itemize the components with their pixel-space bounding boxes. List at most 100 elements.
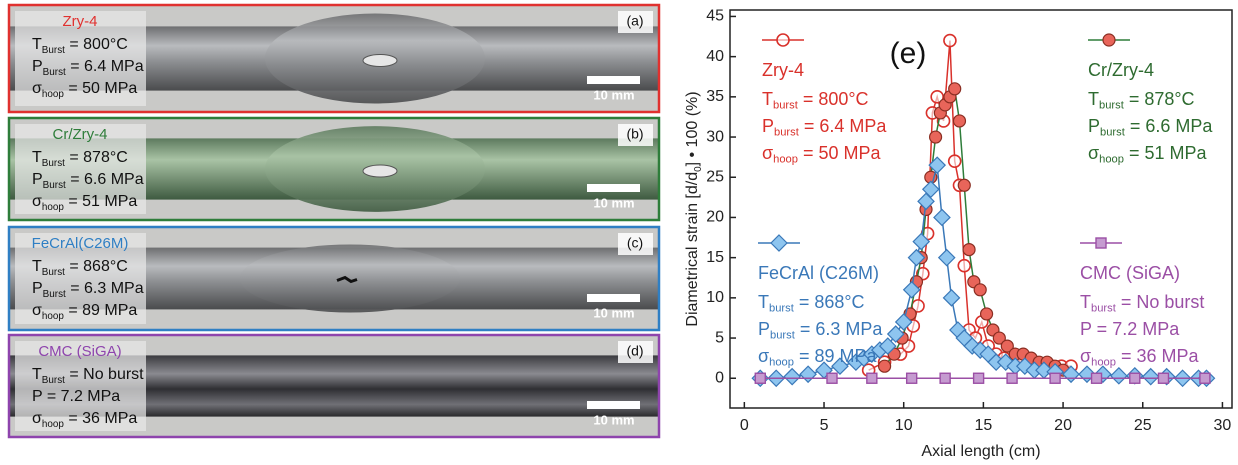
scale-bar <box>587 401 640 409</box>
label-text: σhoop = 89 MPa <box>758 346 877 369</box>
panel-label: (b) <box>626 126 643 142</box>
y-tick-label: 15 <box>706 249 724 266</box>
text-part: P <box>1088 116 1100 136</box>
text-part: = 6.4 MPa <box>66 58 144 75</box>
scale-label: 10 mm <box>593 305 634 320</box>
label-text: σhoop = 36 MPa <box>1080 346 1199 369</box>
subscript: burst <box>774 126 800 138</box>
subscript: Burst <box>42 44 65 55</box>
text-part: = 878°C <box>1124 89 1195 109</box>
scale-label: 10 mm <box>593 412 634 427</box>
text-part: P <box>32 58 43 75</box>
y-tick-label: 25 <box>706 168 724 185</box>
text-part: σ <box>1088 143 1099 163</box>
text-part: T <box>762 89 773 109</box>
subscript: burst <box>1091 302 1117 314</box>
text-part: = 868°C <box>65 258 128 275</box>
subscript: Burst <box>43 288 66 299</box>
marker <box>944 35 956 47</box>
subscript: hoop <box>1099 153 1124 165</box>
label-text: P = 7.2 MPa <box>1080 319 1180 339</box>
text-part: = 89 MPa <box>794 346 878 366</box>
subscript: Burst <box>42 374 65 385</box>
text-part: T <box>32 366 42 383</box>
text-part: σ <box>32 80 42 97</box>
legend-marker <box>1096 238 1106 248</box>
text-part: = 6.4 MPa <box>799 116 888 136</box>
text-part: = 800°C <box>65 36 128 53</box>
marker <box>879 360 891 372</box>
marker <box>974 373 984 383</box>
panel-label: (a) <box>626 13 643 29</box>
x-tick-label: 30 <box>1214 417 1232 434</box>
subscript: Burst <box>42 157 65 168</box>
text-part: = 6.3 MPa <box>66 280 144 297</box>
text-part: = 878°C <box>65 149 128 166</box>
legend-name: FeCrAl (C26M) <box>758 263 879 283</box>
text-part: = No burst <box>65 366 144 383</box>
marker <box>907 373 917 383</box>
y-tick-label: 40 <box>706 48 724 65</box>
legend-marker <box>1103 34 1115 46</box>
text-part: = No burst <box>1116 292 1205 312</box>
marker <box>958 179 970 191</box>
marker <box>827 373 837 383</box>
marker <box>1092 373 1102 383</box>
text-part: P <box>32 280 43 297</box>
text-part: T <box>32 149 42 166</box>
marker <box>1111 368 1127 384</box>
y-tick-label: 30 <box>706 128 724 145</box>
text-part: σ <box>1080 346 1091 366</box>
subscript: Burst <box>43 179 66 190</box>
text-part: = 868°C <box>794 292 865 312</box>
marker <box>953 115 965 127</box>
label-text: Axial length (cm) <box>921 443 1040 460</box>
y-tick-label: 35 <box>706 88 724 105</box>
label-text: Pburst = 6.4 MPa <box>762 116 887 139</box>
text-part: = 50 MPa <box>64 80 137 97</box>
text-part: T <box>1088 89 1099 109</box>
text-part: σ <box>762 143 773 163</box>
text-part: = 36 MPa <box>64 410 137 427</box>
subscript: burst <box>773 99 799 111</box>
text-part: σ <box>32 410 42 427</box>
marker <box>963 244 975 256</box>
legend-name: CMC (SiGA) <box>1080 263 1180 283</box>
marker <box>867 373 877 383</box>
subscript: Burst <box>43 66 66 77</box>
marker <box>1158 373 1168 383</box>
scale-bar <box>587 184 640 192</box>
text-part: = 89 MPa <box>64 302 137 319</box>
subscript: hoop <box>42 201 65 212</box>
legend-marker <box>777 34 789 46</box>
marker <box>930 131 942 143</box>
x-tick-label: 25 <box>1134 417 1152 434</box>
text-part: P <box>32 171 43 188</box>
panel-title: FeCrAl(C26M) <box>32 235 129 252</box>
x-tick-label: 15 <box>974 417 992 434</box>
y-tick-label: 0 <box>715 369 724 386</box>
label-text: Tburst = No burst <box>1080 292 1204 315</box>
x-tick-label: 20 <box>1054 417 1072 434</box>
subscript: hoop <box>42 310 65 321</box>
panel-label: (d) <box>626 343 643 359</box>
text-part: T <box>32 258 42 275</box>
burst-opening <box>363 165 397 177</box>
tube-bulge <box>240 245 460 313</box>
subscript: hoop <box>773 153 798 165</box>
label-text: σhoop = 50 MPa <box>762 143 881 166</box>
text-part: T <box>1080 292 1091 312</box>
marker <box>1050 373 1060 383</box>
text-part: = 51 MPa <box>64 193 137 210</box>
legend-marker <box>771 235 787 251</box>
subscript: hoop <box>769 356 794 368</box>
text-part: Diametrical strain [d/d <box>684 172 701 327</box>
label-text: Diametrical strain [d/d0] • 100 (%) <box>684 91 703 326</box>
subscript: hoop <box>42 88 65 99</box>
marker <box>1200 373 1210 383</box>
label-text: Pburst = 6.6 MPa <box>1088 116 1213 139</box>
marker <box>755 373 765 383</box>
y-tick-label: 5 <box>715 329 724 346</box>
marker <box>800 366 816 382</box>
text-part: T <box>758 292 769 312</box>
